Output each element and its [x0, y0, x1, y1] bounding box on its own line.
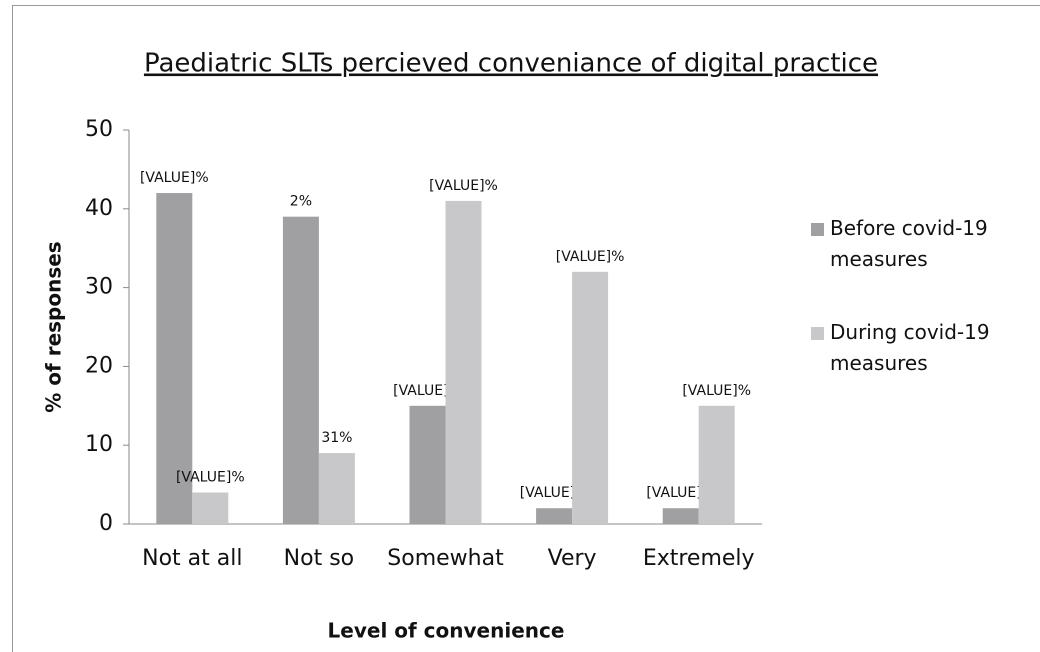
data-label: [VALUE]%	[520, 485, 589, 501]
bar	[192, 492, 229, 524]
x-tick-label: Very	[548, 546, 597, 571]
data-label: [VALUE]%	[176, 469, 245, 485]
bar	[698, 405, 735, 524]
bar	[662, 508, 699, 524]
y-tick-label: 50	[85, 117, 113, 142]
legend-item: During covid-19 measures	[830, 320, 990, 375]
x-tick-label: Not so	[284, 546, 354, 571]
legend-item: Before covid-19 measures	[830, 216, 988, 271]
data-label: 2%	[290, 194, 312, 210]
data-label: [VALUE]%	[393, 383, 462, 399]
data-label: [VALUE]%	[140, 170, 209, 186]
data-label: [VALUE]%	[682, 383, 751, 399]
x-tick-label: Somewhat	[387, 546, 504, 571]
y-tick-label: 20	[85, 353, 113, 378]
bar	[318, 453, 355, 524]
bar	[572, 271, 609, 524]
legend-label: During covid-19 measures	[830, 320, 990, 375]
chart-title: Paediatric SLTs percieved conveniance of…	[144, 49, 878, 79]
data-label: [VALUE]%	[556, 249, 625, 265]
y-tick-label: 40	[85, 196, 113, 221]
data-label: [VALUE]%	[429, 178, 498, 194]
data-label: [VALUE]%	[646, 485, 715, 501]
bar	[409, 405, 446, 524]
x-axis-label: Level of convenience	[328, 619, 565, 643]
bar	[156, 193, 193, 525]
bar	[282, 216, 319, 524]
legend-swatch	[811, 223, 824, 236]
bar	[536, 508, 573, 524]
bar	[445, 200, 482, 525]
x-tick-label: Extremely	[643, 546, 755, 571]
y-tick-label: 10	[85, 432, 113, 457]
legend-swatch	[811, 327, 824, 340]
legend-label: Before covid-19 measures	[830, 216, 988, 271]
y-tick-label: 0	[99, 511, 113, 536]
chart-border	[12, 5, 1040, 652]
x-tick-label: Not at all	[142, 546, 242, 571]
data-label: 31%	[321, 430, 352, 446]
y-axis-label: % of responses	[42, 241, 66, 412]
y-tick-label: 30	[85, 275, 113, 300]
